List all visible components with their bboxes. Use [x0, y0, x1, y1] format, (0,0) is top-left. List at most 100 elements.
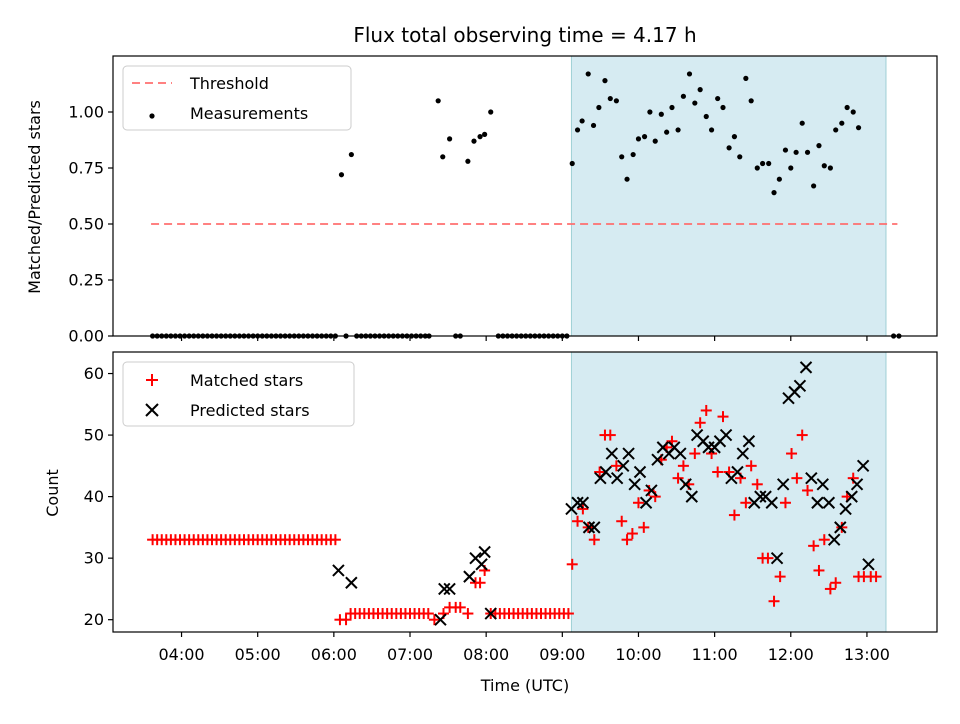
predicted-stars-series [332, 361, 875, 626]
measurement-point [776, 176, 782, 182]
matched-star-point [768, 595, 780, 607]
observing-span-rect [570, 351, 887, 633]
measurement-point [743, 75, 749, 81]
top-observing-span [570, 55, 887, 337]
measurements-legend-label: Measurements [190, 104, 308, 123]
bottom-y-axis-label: Count [43, 469, 62, 517]
measurement-point [748, 98, 754, 104]
matched-star-point [824, 583, 836, 595]
predicted-star-point [839, 502, 852, 516]
measurement-point [669, 104, 675, 111]
measurement-point [839, 120, 845, 126]
x-tick-label: 05:00 [235, 645, 281, 664]
measurement-point [821, 163, 827, 169]
y-tick-label: 30 [84, 549, 104, 568]
predicted-star-point [443, 582, 456, 596]
predicted-star-point [845, 490, 858, 503]
y-tick-label: 20 [84, 610, 104, 629]
matched-star-point [802, 484, 814, 496]
observing-span-rect [570, 55, 887, 337]
matched-star-point [818, 534, 830, 546]
predicted-star-point [816, 478, 829, 491]
y-tick-label: 0.00 [68, 327, 104, 346]
predicted-star-point [719, 428, 733, 442]
matched-star-point [779, 497, 791, 509]
measurement-point [440, 154, 446, 160]
matched-star-point [751, 478, 763, 490]
measurement-point [477, 134, 483, 140]
x-tick-label: 10:00 [615, 645, 661, 664]
x-axis-label: Time (UTC) [480, 676, 569, 695]
predicted-star-point [736, 447, 750, 460]
predicted-star-point [742, 435, 756, 448]
measurement-point [619, 154, 625, 160]
y-tick-label: 50 [84, 426, 104, 445]
measurements-legend-swatch [149, 113, 155, 119]
x-tick-label: 07:00 [387, 645, 433, 664]
matched-stars-series [147, 404, 882, 626]
bottom-observing-span [570, 351, 887, 633]
matched-legend-swatch [146, 374, 158, 386]
matched-star-point [796, 429, 808, 441]
measurement-point [833, 127, 839, 133]
matched-star-point [474, 577, 486, 589]
y-tick-label: 0.75 [68, 159, 104, 178]
measurement-point [811, 183, 817, 189]
matched-star-point [422, 608, 434, 620]
measurement-point [647, 109, 653, 115]
matched-star-point [340, 614, 352, 626]
chart-title: Flux total observing time = 4.17 h [353, 23, 696, 47]
measurement-point [697, 87, 703, 93]
x-tick-label: 08:00 [463, 645, 509, 664]
predicted-star-point [628, 478, 641, 491]
measurement-point [793, 149, 799, 155]
measurement-point [579, 118, 585, 124]
matched-star-point [428, 614, 440, 626]
matched-star-point [566, 558, 578, 570]
x-axis-tick-labels: 04:00 05:00 06:00 07:00 08:00 09:00 10:00 11:00… [158, 645, 890, 664]
predicted-star-point [576, 496, 590, 509]
matched-star-point [689, 448, 701, 460]
measurement-point [804, 149, 811, 155]
predicted-star-point [438, 582, 451, 596]
predicted-star-point [651, 453, 664, 466]
matched-star-point [836, 521, 848, 533]
top-panel: 0.00 0.25 0.50 0.75 1.00 Matched/Predicted s… [25, 55, 938, 346]
measurement-point [447, 136, 453, 142]
matched-star-point [562, 608, 574, 620]
matched-star-point [830, 577, 842, 589]
predicted-star-point [793, 379, 807, 393]
measurement-point [726, 145, 732, 151]
measurement-point [692, 100, 698, 106]
measurement-point [708, 127, 715, 133]
bottom-panel: 20 30 40 50 60 Count 04:00 05:00 06:00 07:00 08:… [43, 351, 938, 695]
predicted-star-point [856, 459, 870, 473]
matched-star-point [870, 571, 882, 583]
predicted-star-point [475, 558, 488, 571]
predicted-star-point [679, 478, 692, 491]
predicted-star-point [345, 576, 358, 589]
predicted-star-point [622, 447, 635, 460]
matched-star-point [791, 472, 803, 484]
matched-star-point [329, 534, 341, 546]
top-legend: Threshold Measurements [122, 65, 352, 131]
measurement-point [641, 134, 648, 140]
measurement-point [607, 95, 613, 102]
matched-star-point [594, 466, 606, 478]
bottom-legend-box [122, 361, 355, 427]
matched-star-point [616, 515, 628, 527]
predicted-star-point [582, 521, 596, 534]
measurement-point [569, 160, 575, 167]
matched-star-point [604, 429, 616, 441]
matched-star-point [712, 466, 724, 478]
predicted-star-point [463, 570, 476, 583]
predicted-star-point [571, 496, 584, 509]
predicted-star-point [850, 478, 864, 491]
measurement-point [630, 151, 636, 158]
matched-star-point [677, 460, 689, 472]
y-tick-label: 60 [84, 364, 104, 383]
predicted-star-point [827, 533, 841, 546]
predicted-star-point [332, 564, 345, 577]
matched-star-point [454, 601, 466, 613]
measurement-point [664, 129, 670, 135]
